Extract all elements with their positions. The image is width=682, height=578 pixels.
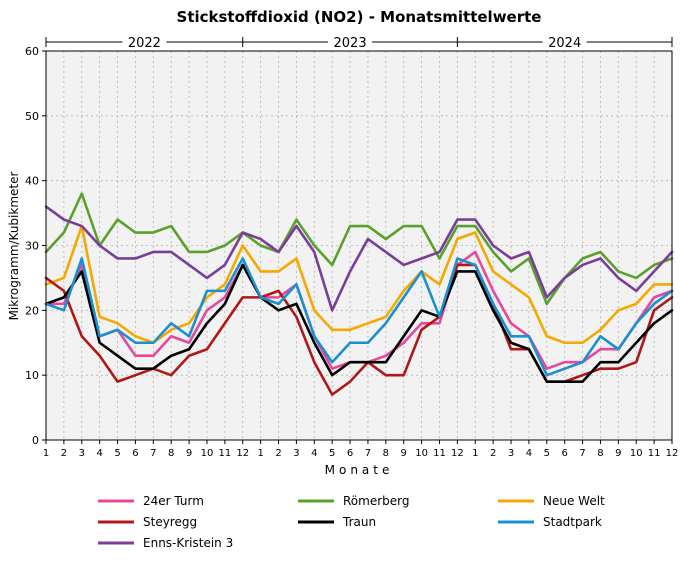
y-tick-label: 40 bbox=[25, 175, 39, 188]
year-label: 2022 bbox=[128, 36, 161, 51]
legend-label: Enns-Kristein 3 bbox=[143, 536, 233, 550]
x-tick-label: 9 bbox=[186, 448, 192, 459]
x-tick-label: 5 bbox=[329, 448, 335, 459]
x-tick-label: 4 bbox=[96, 448, 102, 459]
x-tick-label: 8 bbox=[168, 448, 174, 459]
x-tick-label: 1 bbox=[472, 448, 478, 459]
y-tick-label: 10 bbox=[25, 369, 39, 382]
y-tick-label: 20 bbox=[25, 304, 39, 317]
year-label: 2023 bbox=[334, 36, 367, 51]
x-tick-label: 4 bbox=[526, 448, 532, 459]
year-label-bg bbox=[328, 33, 373, 49]
y-tick-label: 60 bbox=[25, 45, 39, 58]
legend-label: 24er Turm bbox=[143, 494, 204, 508]
year-header: 2022 2023 2024 bbox=[45, 33, 673, 51]
x-tick-label: 8 bbox=[597, 448, 603, 459]
chart-title: Stickstoffdioxid (NO2) - Monatsmittelwer… bbox=[177, 8, 542, 26]
x-tick-label: 8 bbox=[383, 448, 389, 459]
x-tick-label: 7 bbox=[365, 448, 371, 459]
legend-label: Römerberg bbox=[343, 494, 410, 508]
x-tick-label: 7 bbox=[150, 448, 156, 459]
x-tick-label: 2 bbox=[61, 448, 67, 459]
series-line bbox=[44, 257, 674, 377]
year-label-bg bbox=[542, 33, 587, 49]
x-tick-label: 2 bbox=[275, 448, 281, 459]
x-tick-label: 12 bbox=[451, 448, 464, 459]
x-tick-label: 10 bbox=[630, 448, 643, 459]
x-tick-label: 3 bbox=[293, 448, 299, 459]
series-line bbox=[44, 205, 674, 312]
year-label: 2024 bbox=[548, 36, 581, 51]
x-tick-label: 11 bbox=[218, 448, 231, 459]
x-tick-label: 10 bbox=[201, 448, 214, 459]
x-tick-label: 4 bbox=[311, 448, 317, 459]
series-line bbox=[44, 263, 674, 383]
x-tick-label: 10 bbox=[415, 448, 428, 459]
x-tick-label: 5 bbox=[114, 448, 120, 459]
x-tick-label: 3 bbox=[79, 448, 85, 459]
x-tick-label: 7 bbox=[579, 448, 585, 459]
legend-label: Traun bbox=[342, 515, 376, 529]
x-tick-label: 1 bbox=[43, 448, 49, 459]
x-tick-label: 11 bbox=[433, 448, 446, 459]
x-tick-label: 2 bbox=[490, 448, 496, 459]
x-tick-label: 6 bbox=[561, 448, 567, 459]
x-tick-label: 9 bbox=[401, 448, 407, 459]
x-tick-label: 6 bbox=[132, 448, 138, 459]
x-axis-label: Monate bbox=[325, 463, 394, 477]
y-axis-label: Mikrogramm/Kubikmeter bbox=[7, 172, 21, 321]
x-tick-label: 5 bbox=[544, 448, 550, 459]
x-tick-label: 11 bbox=[648, 448, 661, 459]
legend-label: Steyregg bbox=[143, 515, 197, 529]
legend: 24er Turm Römerberg Neue Welt Steyregg Traun… bbox=[98, 494, 605, 550]
x-tick-label: 9 bbox=[615, 448, 621, 459]
x-tick-label: 3 bbox=[508, 448, 514, 459]
y-tick-label: 30 bbox=[25, 240, 39, 253]
legend-label: Neue Welt bbox=[543, 494, 605, 508]
x-tick-label: 12 bbox=[666, 448, 679, 459]
x-tick-label: 12 bbox=[236, 448, 249, 459]
legend-label: Stadtpark bbox=[543, 515, 602, 529]
series-lines bbox=[44, 192, 674, 396]
year-label-bg bbox=[122, 33, 167, 49]
x-tick-label: 6 bbox=[347, 448, 353, 459]
x-tick-label: 1 bbox=[257, 448, 263, 459]
y-tick-label: 50 bbox=[25, 110, 39, 123]
y-tick-label: 0 bbox=[32, 434, 39, 447]
